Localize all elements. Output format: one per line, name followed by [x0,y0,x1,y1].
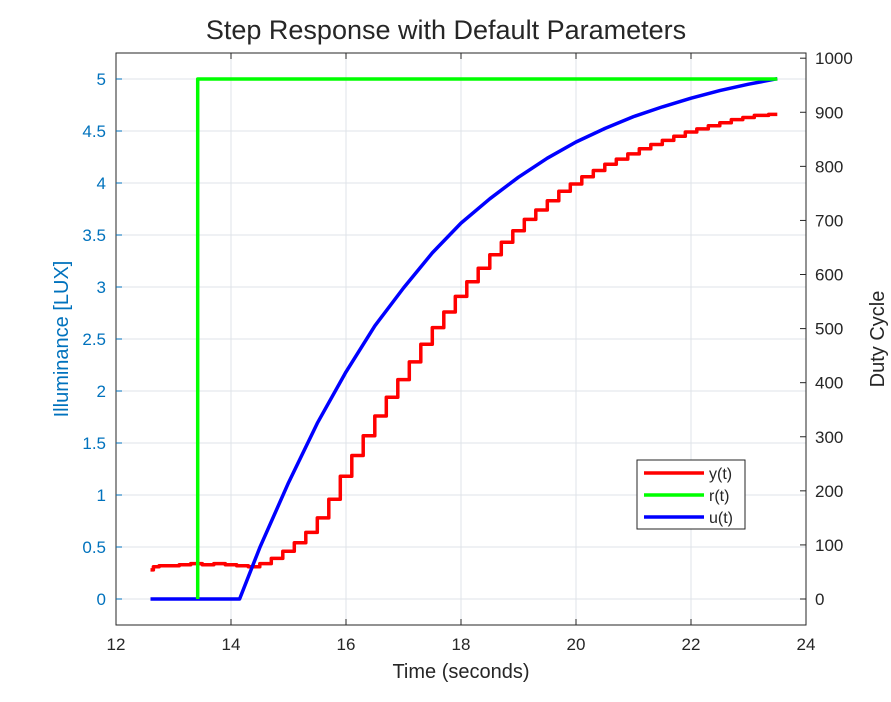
left-tick-label: 2.5 [82,330,106,349]
left-tick-label: 4.5 [82,122,106,141]
right-tick-label: 500 [815,320,843,339]
right-tick-label: 300 [815,428,843,447]
legend-label-y: y(t) [709,466,732,483]
x-tick-label: 22 [682,635,701,654]
left-tick-label: 1.5 [82,434,106,453]
left-tick-label: 0.5 [82,538,106,557]
x-tick-label: 20 [567,635,586,654]
right-tick-label: 1000 [815,49,853,68]
left-tick-label: 1 [97,486,106,505]
x-tick-label: 16 [337,635,356,654]
left-tick-label: 3.5 [82,226,106,245]
left-tick-label: 3 [97,278,106,297]
legend-label-u: u(t) [709,510,733,527]
left-axis-ticks: 0 0.5 1 1.5 2 2.5 3 3.5 4 4.5 5 [82,70,122,609]
x-tick-label: 12 [107,635,126,654]
chart-title: Step Response with Default Parameters [206,15,686,45]
x-axis-label: Time (seconds) [392,661,529,683]
right-tick-label: 100 [815,536,843,555]
right-axis-ticks: 0 100 200 300 400 500 600 700 800 900 1000 [800,49,853,609]
right-tick-label: 900 [815,103,843,122]
left-tick-label: 5 [97,70,106,89]
series-layer [150,76,778,601]
right-tick-label: 200 [815,482,843,501]
x-axis-ticks: 12 14 16 18 20 22 24 [107,53,816,654]
x-tick-label: 24 [797,635,816,654]
right-tick-label: 0 [815,590,824,609]
x-tick-label: 14 [222,635,241,654]
left-tick-label: 4 [97,174,106,193]
x-tick-label: 18 [452,635,471,654]
left-axis-label: Illuminance [LUX] [51,261,73,418]
right-tick-label: 600 [815,266,843,285]
right-axis-label: Duty Cycle [867,291,889,388]
left-tick-label: 0 [97,590,106,609]
legend: y(t) r(t) u(t) [636,459,746,530]
series-line-ut [150,76,778,601]
legend-label-r: r(t) [709,488,729,505]
left-tick-label: 2 [97,382,106,401]
right-tick-label: 700 [815,211,843,230]
right-tick-label: 400 [815,374,843,393]
right-tick-label: 800 [815,157,843,176]
grid-lines [115,53,807,625]
series-line-yt [150,112,778,572]
series-line-rt [195,77,778,599]
